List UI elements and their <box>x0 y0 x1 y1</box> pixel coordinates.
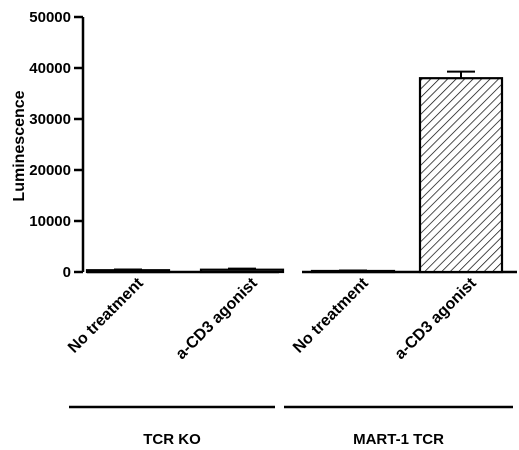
y-tick-label: 30000 <box>29 111 71 128</box>
y-tick-label: 40000 <box>29 60 71 77</box>
y-tick-label: 50000 <box>29 9 71 26</box>
bars <box>85 70 504 274</box>
group-label: TCR KO <box>143 431 201 448</box>
bar <box>418 77 504 274</box>
y-tick-label: 0 <box>63 264 71 281</box>
y-tick-label: 20000 <box>29 162 71 179</box>
x-category-label: a-CD3 agonist <box>173 274 262 363</box>
bar <box>199 268 285 274</box>
bar <box>85 269 171 274</box>
x-category-label: No treatment <box>290 274 372 356</box>
y-tick-label: 10000 <box>29 213 71 230</box>
group-label: MART-1 TCR <box>353 431 444 448</box>
x-category-label: No treatment <box>65 274 147 356</box>
x-category-label: a-CD3 agonist <box>392 274 481 363</box>
y-axis-title: Luminescence <box>11 90 28 201</box>
